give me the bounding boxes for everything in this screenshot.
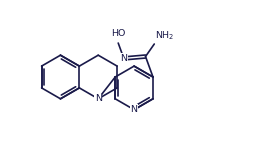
- Text: HO: HO: [111, 29, 125, 38]
- Text: N: N: [131, 105, 138, 114]
- Text: NH$_2$: NH$_2$: [155, 29, 175, 42]
- Text: N: N: [120, 54, 127, 63]
- Text: N: N: [95, 94, 102, 103]
